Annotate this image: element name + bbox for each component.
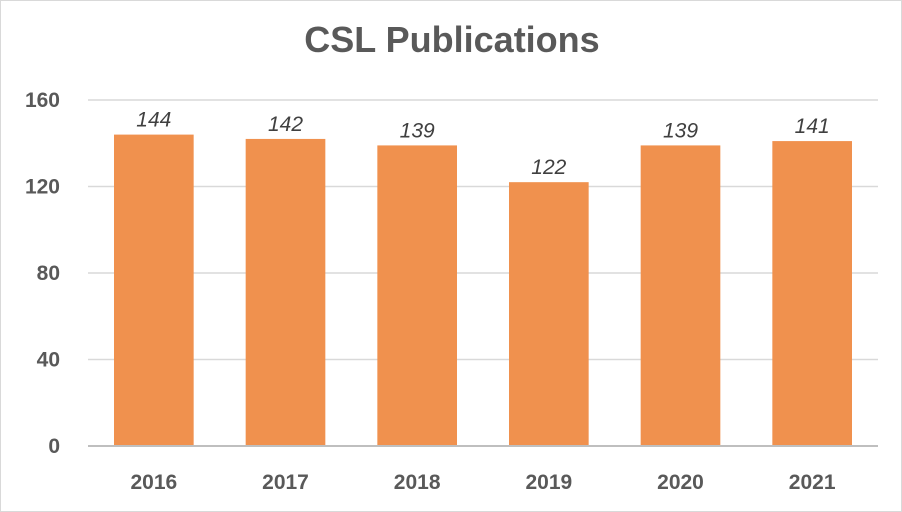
data-label-2016: 144 [136, 109, 171, 132]
bar-2016 [114, 134, 194, 446]
y-tick-label: 120 [25, 176, 60, 199]
x-tick-label-2016: 2016 [130, 471, 177, 494]
x-axis-ticks: 2016 2017 2018 2019 2020 2021 [130, 471, 835, 494]
chart-title: CSL Publications [304, 19, 600, 60]
y-axis-ticks: 0 40 80 120 160 [25, 89, 60, 458]
y-tick-label: 0 [48, 435, 60, 458]
x-tick-label-2018: 2018 [394, 471, 441, 494]
data-label-2019: 122 [531, 156, 566, 179]
bar-2021 [772, 141, 852, 446]
data-label-2017: 142 [268, 113, 303, 136]
x-tick-label-2021: 2021 [789, 471, 836, 494]
bar-2019 [509, 182, 589, 447]
y-tick-label: 40 [37, 349, 60, 372]
x-tick-label-2017: 2017 [262, 471, 309, 494]
data-label-2021: 141 [795, 115, 830, 138]
bars [114, 134, 852, 447]
bar-2017 [245, 138, 326, 447]
x-tick-label-2019: 2019 [525, 471, 572, 494]
gridlines [88, 99, 878, 361]
data-label-2020: 139 [663, 119, 698, 142]
y-tick-label: 160 [25, 89, 60, 112]
y-tick-label: 80 [37, 262, 60, 285]
data-labels: 144 142 139 122 139 141 [136, 109, 829, 180]
x-tick-label-2020: 2020 [657, 471, 704, 494]
bar-2020 [640, 145, 721, 446]
bar-2018 [377, 145, 457, 446]
data-label-2018: 139 [400, 119, 435, 142]
